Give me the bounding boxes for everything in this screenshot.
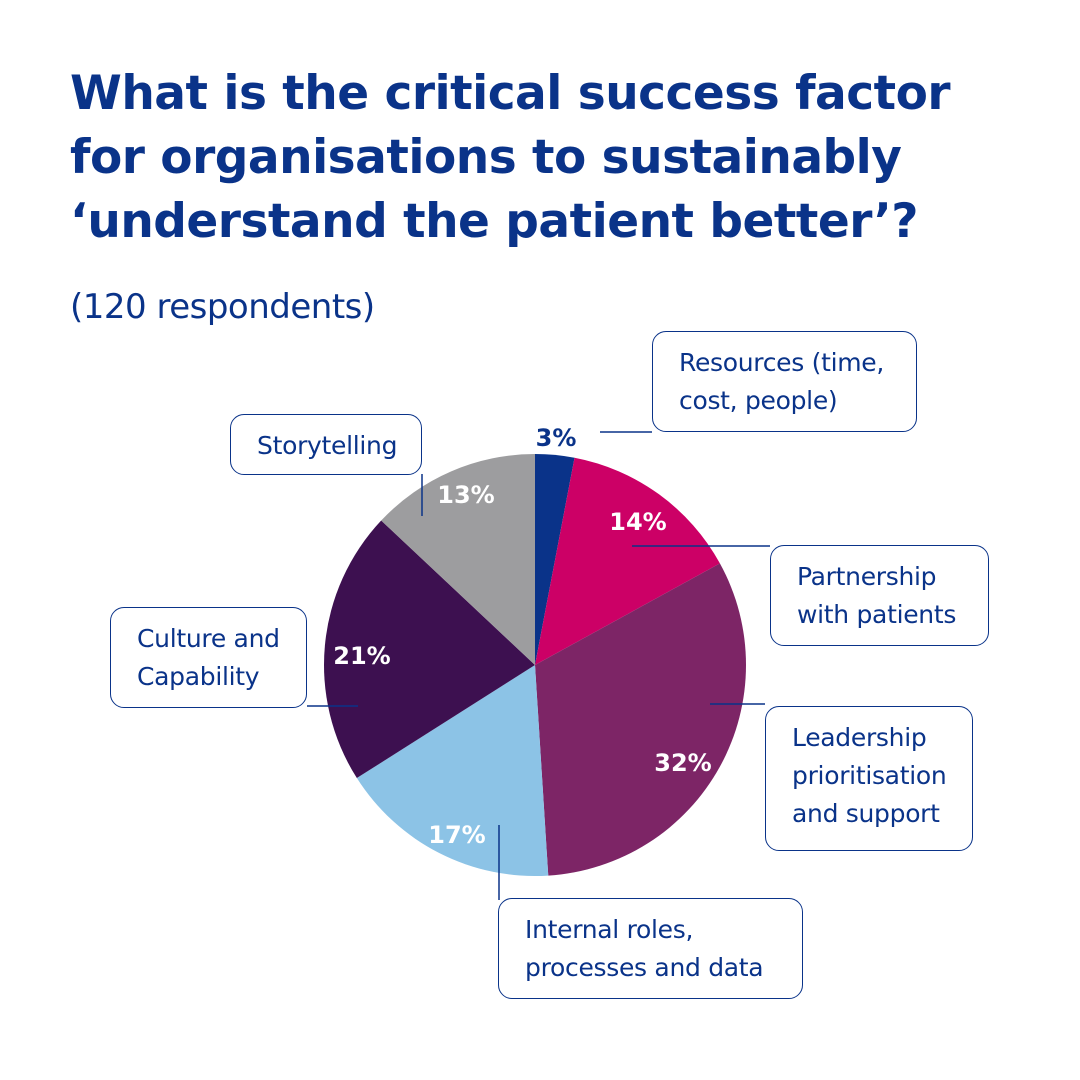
callout-label-line: prioritisation [792,761,947,790]
chart-title-line: ‘understand the patient better’? [70,194,918,249]
callout-storytelling: Storytelling [230,414,422,475]
slice-value-labels: 3% 14% 32% 17% 21% 13% [333,424,711,849]
callout-culture: Culture and Capability [110,607,307,708]
callout-resources: Resources (time, cost, people) [652,331,917,432]
callout-label-line: Culture and [137,624,280,653]
chart-title-line: What is the critical success factor [70,66,951,121]
callout-leader-lines [307,431,770,900]
chart-subtitle: (120 respondents) [70,287,375,327]
callout-label-line: with patients [797,600,957,629]
chart-title: What is the critical success factor for … [70,62,1030,254]
callout-label-line: and support [792,799,940,828]
slice-value-label: 13% [437,481,494,509]
callout-label-line: processes and data [525,953,764,982]
callout-label-line: Storytelling [257,431,398,460]
chart-title-line: for organisations to sustainably [70,130,902,185]
pie-slice [381,454,535,665]
callout-label-line: cost, people) [679,386,838,415]
callout-label-line: Partnership [797,562,937,591]
slice-value-label: 32% [654,749,711,777]
pie-slice [535,457,720,665]
callout-internal: Internal roles, processes and data [498,898,803,999]
callout-label-line: Capability [137,662,260,691]
slice-value-label: 14% [609,508,666,536]
callout-label-line: Leadership [792,723,927,752]
pie-slice [535,563,746,876]
slice-value-label: 17% [428,821,485,849]
callout-partnership: Partnership with patients [770,545,989,646]
callout-label-line: Internal roles, [525,915,694,944]
pie-slice [324,520,535,779]
pie-slices [324,454,746,876]
pie-slice [356,665,549,876]
callout-label-line: Resources (time, [679,348,885,377]
callout-leadership: Leadership prioritisation and support [765,706,973,851]
slice-value-label: 3% [536,424,577,452]
pie-slice [535,454,575,665]
slice-value-label: 21% [333,642,390,670]
